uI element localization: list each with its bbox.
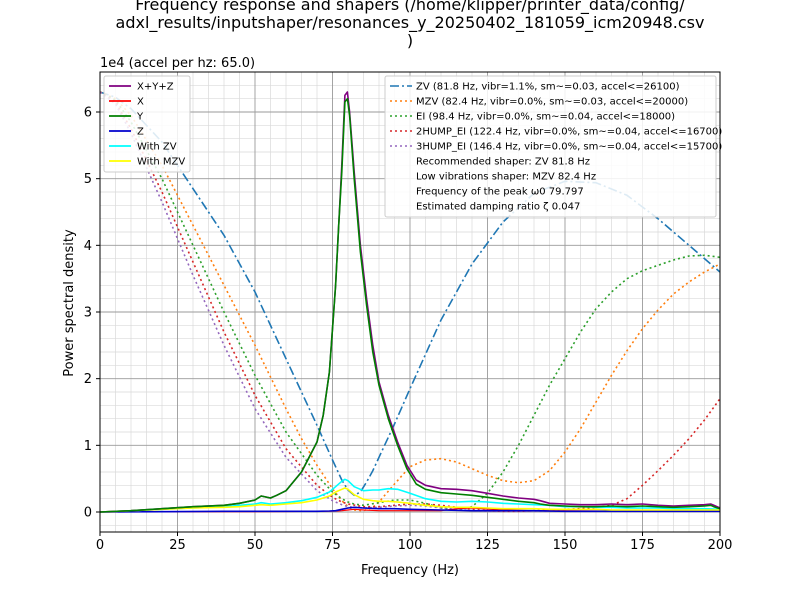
y-tick-label: 4	[84, 239, 92, 254]
chart-title: Frequency response and shapers (/home/kl…	[116, 0, 705, 50]
series-line-2	[100, 97, 720, 513]
y-tick-label: 3	[84, 306, 92, 321]
legend-left-entry: Y	[136, 112, 144, 123]
y-axis-label: Power spectral density	[62, 229, 77, 377]
legend-right-entry: EI (98.4 Hz, vibr=0.0%, sm~=0.04, accel<…	[416, 112, 675, 123]
legend-left-entry: With MZV	[137, 157, 185, 168]
legend-right-box	[384, 75, 717, 218]
series-line-4	[100, 478, 720, 513]
x-tick-label: 50	[247, 538, 264, 553]
legend-right-entry: Estimated damping ratio ζ 0.047	[416, 202, 580, 213]
x-tick-label: 175	[630, 538, 655, 553]
legend-left-entry: Z	[137, 127, 144, 138]
series-line-3	[100, 506, 720, 513]
y-offset-label: 1e4 (accel per hz: 65.0)	[100, 56, 255, 71]
y-tick-label: 6	[84, 106, 92, 121]
y-tick-label: 5	[84, 172, 92, 187]
legend-right-entry: Recommended shaper: ZV 81.8 Hz	[416, 157, 590, 168]
shaper-line-0	[100, 91, 720, 497]
y-tick-label: 1	[84, 439, 92, 454]
legend-left-box	[103, 75, 191, 173]
x-axis-label: Frequency (Hz)	[361, 563, 459, 578]
x-tick-label: 75	[324, 538, 341, 553]
x-tick-label: 0	[96, 538, 104, 553]
legend-right-entry: Low vibrations shaper: MZV 82.4 Hz	[416, 172, 596, 183]
legend-left-entry: X+Y+Z	[137, 82, 174, 93]
x-tick-label: 100	[398, 538, 423, 553]
y-tick-label: 0	[84, 506, 92, 521]
legend-right-entry: 2HUMP_EI (122.4 Hz, vibr=0.0%, sm~=0.04,…	[416, 127, 722, 138]
legend-right-entry: MZV (82.4 Hz, vibr=0.0%, sm~=0.03, accel…	[416, 97, 688, 108]
series-line-5	[100, 487, 720, 513]
plot-area: 0 25 50 75 100 125 150 175 200 0 1 2 3 4 5 6 X+Y+Z XYZ Wit…	[84, 71, 733, 553]
x-tick-label: 125	[475, 538, 500, 553]
legend-left-entry: With ZV	[137, 142, 177, 153]
x-tick-label: 25	[169, 538, 186, 553]
chart-title-line-3: )	[407, 31, 413, 50]
legend-right-entry: ZV (81.8 Hz, vibr=1.1%, sm~=0.03, accel<…	[416, 82, 680, 93]
y-tick-label: 2	[84, 372, 92, 387]
chart-title-line-1: Frequency response and shapers (/home/kl…	[135, 0, 685, 15]
legend-right-entry: 3HUMP_EI (146.4 Hz, vibr=0.0%, sm~=0.04,…	[416, 142, 722, 153]
x-tick-label: 200	[708, 538, 733, 553]
x-tick-label: 150	[553, 538, 578, 553]
chart-title-line-2: adxl_results/inputshaper/resonances_y_20…	[116, 13, 705, 33]
legend-right-entry: Frequency of the peak ω0 79.797	[416, 187, 584, 198]
shaper-line-1	[100, 91, 720, 512]
legend-left-entry: X	[137, 97, 144, 108]
